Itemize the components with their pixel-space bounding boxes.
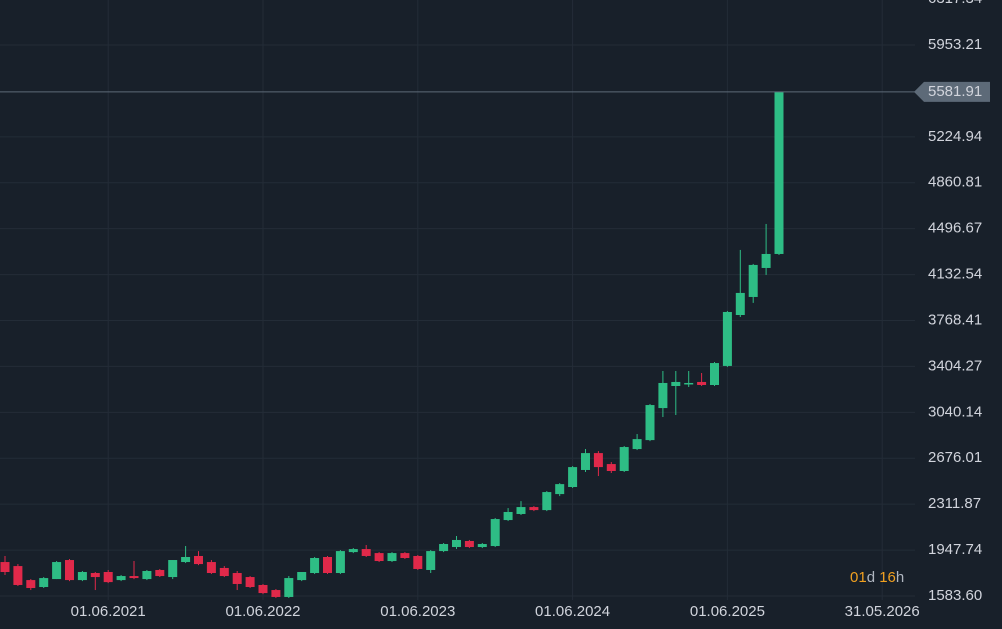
candle-body bbox=[581, 453, 590, 470]
candle-body bbox=[374, 553, 384, 562]
candle-body bbox=[206, 562, 216, 574]
y-tick-label: 3404.27 bbox=[928, 357, 982, 374]
candle-body bbox=[464, 540, 474, 548]
candle-body bbox=[658, 382, 668, 409]
countdown-part: 01 bbox=[850, 569, 867, 586]
y-tick-label: 1947.74 bbox=[928, 541, 982, 558]
countdown-part: h bbox=[896, 569, 904, 586]
candle-body bbox=[452, 539, 461, 548]
candle-body bbox=[710, 363, 719, 385]
candle-body bbox=[155, 569, 165, 577]
candle-body bbox=[735, 292, 745, 316]
candle-body bbox=[323, 556, 332, 574]
candle-body bbox=[606, 464, 616, 471]
candle-body bbox=[619, 447, 629, 471]
candle-body bbox=[555, 484, 565, 495]
candle-body bbox=[0, 562, 10, 573]
y-tick-label: 4496.67 bbox=[928, 220, 982, 237]
candle-body bbox=[271, 590, 281, 597]
y-tick-label: 6317.34 bbox=[928, 0, 982, 7]
candle-body bbox=[90, 573, 100, 578]
price-tag bbox=[914, 81, 990, 102]
candle-body bbox=[245, 577, 255, 588]
candle-body bbox=[297, 572, 307, 581]
candle-body bbox=[310, 558, 320, 574]
candle-body bbox=[103, 572, 113, 583]
x-tick-label: 01.06.2024 bbox=[535, 603, 610, 620]
candle-body bbox=[232, 573, 242, 584]
candle-body bbox=[77, 572, 87, 581]
candle-body bbox=[477, 544, 487, 548]
candle-body bbox=[684, 382, 694, 385]
candle-body bbox=[413, 555, 423, 569]
candle-body bbox=[400, 553, 410, 559]
y-tick-label: 2311.87 bbox=[928, 495, 981, 512]
candle-body bbox=[671, 381, 681, 387]
candle-body bbox=[181, 556, 191, 563]
candle-body bbox=[645, 405, 655, 441]
candle-body bbox=[335, 551, 345, 574]
y-tick-label: 4132.54 bbox=[928, 266, 982, 283]
candle-body bbox=[761, 253, 771, 268]
y-tick-label: 5224.94 bbox=[928, 128, 982, 145]
candle-body bbox=[503, 511, 513, 521]
candle-body bbox=[516, 507, 526, 514]
candle-body bbox=[52, 562, 62, 580]
candle-body bbox=[13, 566, 23, 585]
candle-body bbox=[129, 576, 139, 579]
x-tick-label: 01.06.2022 bbox=[225, 603, 300, 620]
candle-body bbox=[194, 555, 203, 565]
candle-body bbox=[748, 264, 758, 297]
y-tick-label: 5953.21 bbox=[928, 36, 982, 53]
candle-body bbox=[284, 578, 294, 597]
y-tick-label: 4860.81 bbox=[928, 174, 982, 191]
candle-body bbox=[593, 453, 603, 468]
y-tick-label: 1583.60 bbox=[928, 587, 982, 604]
candle-body bbox=[26, 580, 36, 589]
x-tick-label: 01.06.2025 bbox=[690, 603, 765, 620]
y-tick-label: 3768.41 bbox=[928, 311, 982, 328]
candle-body bbox=[65, 560, 74, 581]
candle-body bbox=[142, 570, 152, 580]
x-tick-label: 01.06.2021 bbox=[71, 603, 146, 620]
countdown: 01d 16h bbox=[850, 569, 904, 586]
candle-body bbox=[168, 560, 178, 578]
candle-body bbox=[697, 381, 707, 385]
y-tick-label: 3040.14 bbox=[928, 403, 982, 420]
candle-body bbox=[116, 576, 126, 581]
candle-body bbox=[219, 567, 229, 577]
candle-body bbox=[258, 584, 268, 594]
candle-body bbox=[348, 549, 358, 553]
candle-body bbox=[568, 467, 578, 488]
candle-body bbox=[426, 551, 436, 570]
y-tick-label: 2676.01 bbox=[928, 449, 982, 466]
x-tick-label: 31.05.2026 bbox=[845, 603, 920, 620]
candle-body bbox=[774, 91, 784, 254]
price-label: 5581.91 bbox=[928, 83, 982, 100]
candle-body bbox=[542, 492, 552, 511]
candle-body bbox=[529, 507, 539, 511]
candle-body bbox=[39, 578, 49, 588]
candle-body bbox=[722, 311, 732, 366]
candle-body bbox=[439, 544, 449, 552]
candle-body bbox=[361, 549, 371, 556]
candle-body bbox=[387, 553, 397, 562]
countdown-part: d bbox=[867, 569, 880, 586]
candle-body bbox=[490, 519, 500, 547]
x-tick-label: 01.06.2023 bbox=[380, 603, 455, 620]
candle-body bbox=[632, 439, 642, 450]
countdown-part: 16 bbox=[879, 569, 896, 586]
